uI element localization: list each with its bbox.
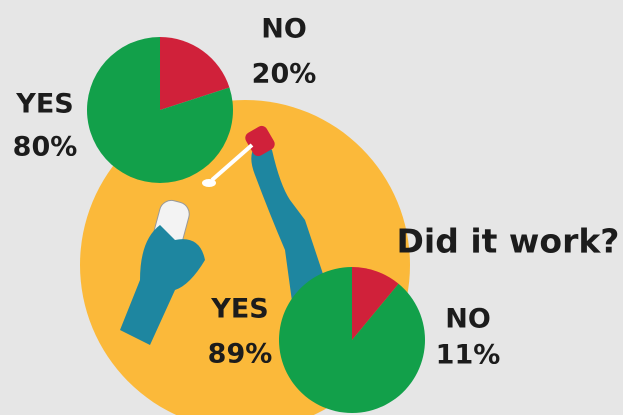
- pie-slice: [160, 37, 230, 110]
- value-label: 20%: [252, 59, 317, 90]
- category-label: YES: [210, 294, 268, 325]
- left-glove: [120, 225, 205, 345]
- chart-title: Did it work?: [397, 222, 620, 261]
- value-label: 80%: [13, 132, 78, 163]
- pie-slice: [87, 37, 233, 183]
- pie-slice: [278, 267, 425, 414]
- charts: NO 20% YES 80% NO 11% YES 89% Did it work?: [13, 14, 620, 414]
- swab-stick: [210, 143, 254, 182]
- category-label: NO: [445, 304, 491, 335]
- value-label: 11%: [436, 340, 501, 371]
- swab-tip: [202, 179, 216, 187]
- category-label: NO: [261, 14, 307, 45]
- value-label: 89%: [208, 339, 273, 370]
- category-label: YES: [15, 89, 73, 120]
- pie-slice: [352, 267, 399, 340]
- swab-tip-holder: [245, 125, 275, 157]
